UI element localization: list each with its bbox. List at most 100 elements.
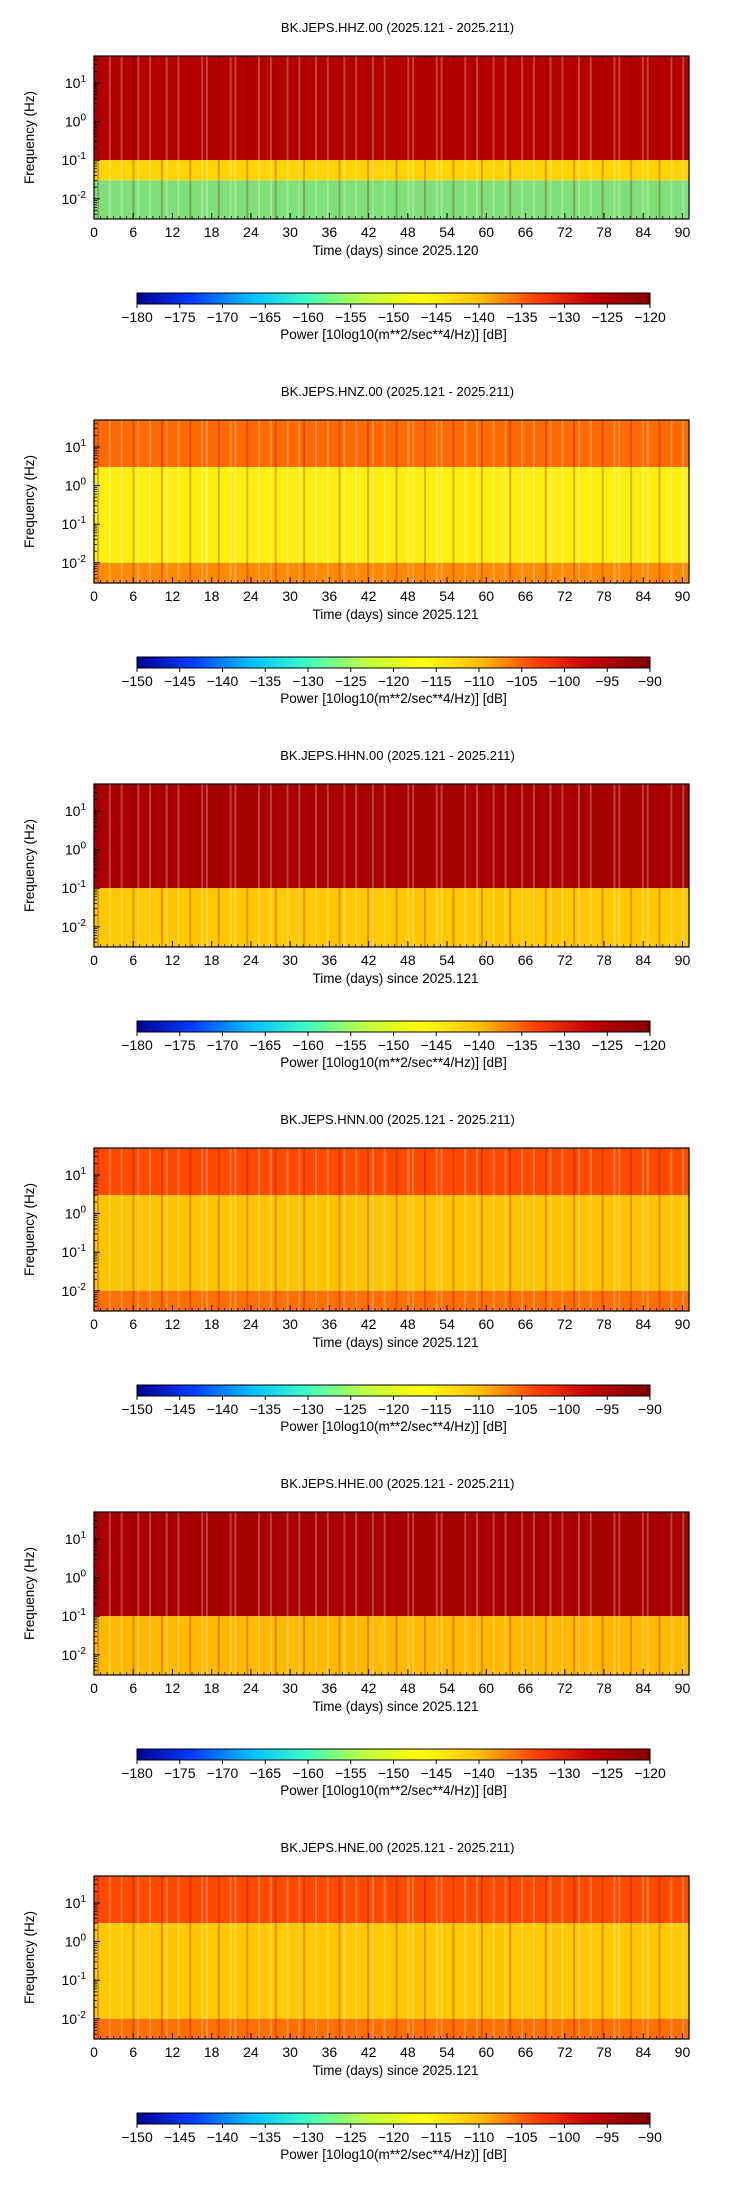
plot-frame [93, 1875, 690, 2040]
heatmap-stripe [492, 1148, 495, 1311]
y-tick-label: 100 [65, 1205, 87, 1222]
y-tick-base: 10 [65, 114, 81, 130]
colorbar-tick-label: −130 [292, 1401, 324, 1417]
x-tick-label: 36 [322, 2044, 338, 2060]
y-axis-label: Frequency (Hz) [22, 819, 37, 912]
heatmap-stripe [229, 420, 232, 583]
heatmap-stripe [573, 1148, 576, 1311]
heatmap-stripe [630, 1876, 633, 2039]
y-tick-label: 100 [65, 841, 87, 858]
heatmap-stripe [298, 1148, 301, 1311]
colorbar-tick-label: −150 [121, 2129, 153, 2145]
heatmap-stripe [137, 784, 140, 947]
colorbar-tick-label: −150 [121, 1401, 153, 1417]
heatmap-stripe [578, 1148, 581, 1311]
heatmap-stripe [452, 56, 455, 219]
heatmap-band [94, 420, 689, 468]
heatmap-stripe [97, 784, 99, 947]
heatmap-stripe [355, 56, 358, 219]
y-tick-label: 101 [65, 802, 87, 819]
colorbar-label: Power [10log10(m**2/sec**4/Hz)] [dB] [280, 691, 507, 706]
x-tick-label: 48 [400, 588, 416, 604]
heatmap-stripe [521, 1876, 524, 2039]
spectrogram-panel: BK.JEPS.HHZ.00 (2025.121 - 2025.211) 0 6 12… [0, 10, 750, 365]
heatmap-stripe [234, 420, 237, 583]
heatmap-stripe [435, 56, 438, 219]
heatmap-stripe [670, 1512, 673, 1675]
heatmap-texture [97, 1148, 685, 1311]
heatmap-stripe [561, 56, 564, 219]
heatmap-stripe [423, 56, 426, 219]
x-axis: 0 6 12 18 24 30 36 42 48 54 60 66 72 78 84 90 [90, 1669, 690, 1696]
heatmap-stripe [160, 1512, 163, 1675]
colorbar-ticks: −180 −175 −170 −165 −160 −155 −150 −145 −140 −135… [121, 1760, 666, 1781]
x-tick-label: 6 [129, 1680, 137, 1696]
heatmap-stripe [646, 1148, 649, 1311]
heatmap-stripe [217, 784, 220, 947]
y-tick-exponent: 1 [80, 802, 86, 813]
heatmap-stripe [371, 784, 374, 947]
y-tick-base: 10 [62, 516, 78, 532]
colorbar-tick-label: −125 [335, 2129, 367, 2145]
x-tick-label: 24 [243, 1680, 259, 1696]
y-tick-base: 10 [62, 2011, 78, 2027]
x-tick-label: 48 [400, 1316, 416, 1332]
heatmap-stripe [521, 56, 524, 219]
heatmap-stripe [274, 784, 277, 947]
y-tick-exponent: -1 [77, 151, 86, 162]
heatmap-stripe [258, 56, 261, 219]
heatmap-band [94, 467, 689, 563]
heatmap-stripe [303, 784, 306, 947]
heatmap-stripe [367, 1512, 370, 1675]
heatmap-stripe [229, 1148, 232, 1311]
heatmap-stripe [412, 1512, 415, 1675]
x-tick-label: 66 [518, 588, 534, 604]
heatmap-stripe [286, 1512, 289, 1675]
y-axis-label: Frequency (Hz) [22, 455, 37, 548]
heatmap-stripe [298, 784, 301, 947]
heatmap-stripe [165, 1148, 168, 1311]
x-tick-label: 24 [243, 2044, 259, 2060]
colorbar-tick-label: −140 [207, 2129, 239, 2145]
colorbar-tick-label: −175 [164, 1765, 196, 1781]
x-tick-label: 84 [635, 1316, 651, 1332]
colorbar [136, 1384, 651, 1397]
heatmap-stripe [532, 420, 535, 583]
heatmap-stripe [613, 420, 616, 583]
y-tick-base: 10 [62, 1608, 78, 1624]
y-tick-base: 10 [62, 880, 78, 896]
y-tick-exponent: -2 [77, 190, 86, 201]
heatmap-stripe [476, 56, 479, 219]
y-tick-base: 10 [65, 803, 81, 819]
colorbar-tick-label: −105 [506, 1401, 538, 1417]
x-tick-label: 0 [90, 224, 98, 240]
x-tick-label: 84 [635, 952, 651, 968]
y-tick-exponent: 0 [80, 1569, 86, 1580]
colorbar [136, 1020, 651, 1033]
heatmap-stripe [578, 1876, 581, 2039]
heatmap-stripe [97, 1512, 99, 1675]
heatmap-stripe [440, 1876, 443, 2039]
heatmap-stripe [189, 1876, 192, 2039]
heatmap-stripe [509, 420, 512, 583]
y-tick-base: 10 [65, 1531, 81, 1547]
y-tick-exponent: 0 [80, 841, 86, 852]
heatmap-band [94, 562, 689, 583]
colorbar-tick-label: −160 [292, 1037, 324, 1053]
x-tick-label: 72 [557, 1680, 573, 1696]
heatmap-stripe [658, 420, 661, 583]
heatmap-stripe [132, 1876, 135, 2039]
heatmap-stripe [338, 784, 341, 947]
colorbar-tick-label: −130 [292, 2129, 324, 2145]
heatmap-stripe [682, 784, 685, 947]
heatmap-stripe [149, 1876, 152, 2039]
x-tick-label: 48 [400, 1680, 416, 1696]
chart-title: BK.JEPS.HNE.00 (2025.121 - 2025.211) [281, 1840, 515, 1855]
y-tick-base: 10 [62, 555, 78, 571]
heatmap-stripe [108, 784, 111, 947]
y-tick-label: 10-2 [62, 1646, 87, 1663]
heatmap-stripe [367, 56, 370, 219]
y-tick-label: 10-1 [62, 1243, 87, 1260]
heatmap-stripe [613, 1512, 616, 1675]
